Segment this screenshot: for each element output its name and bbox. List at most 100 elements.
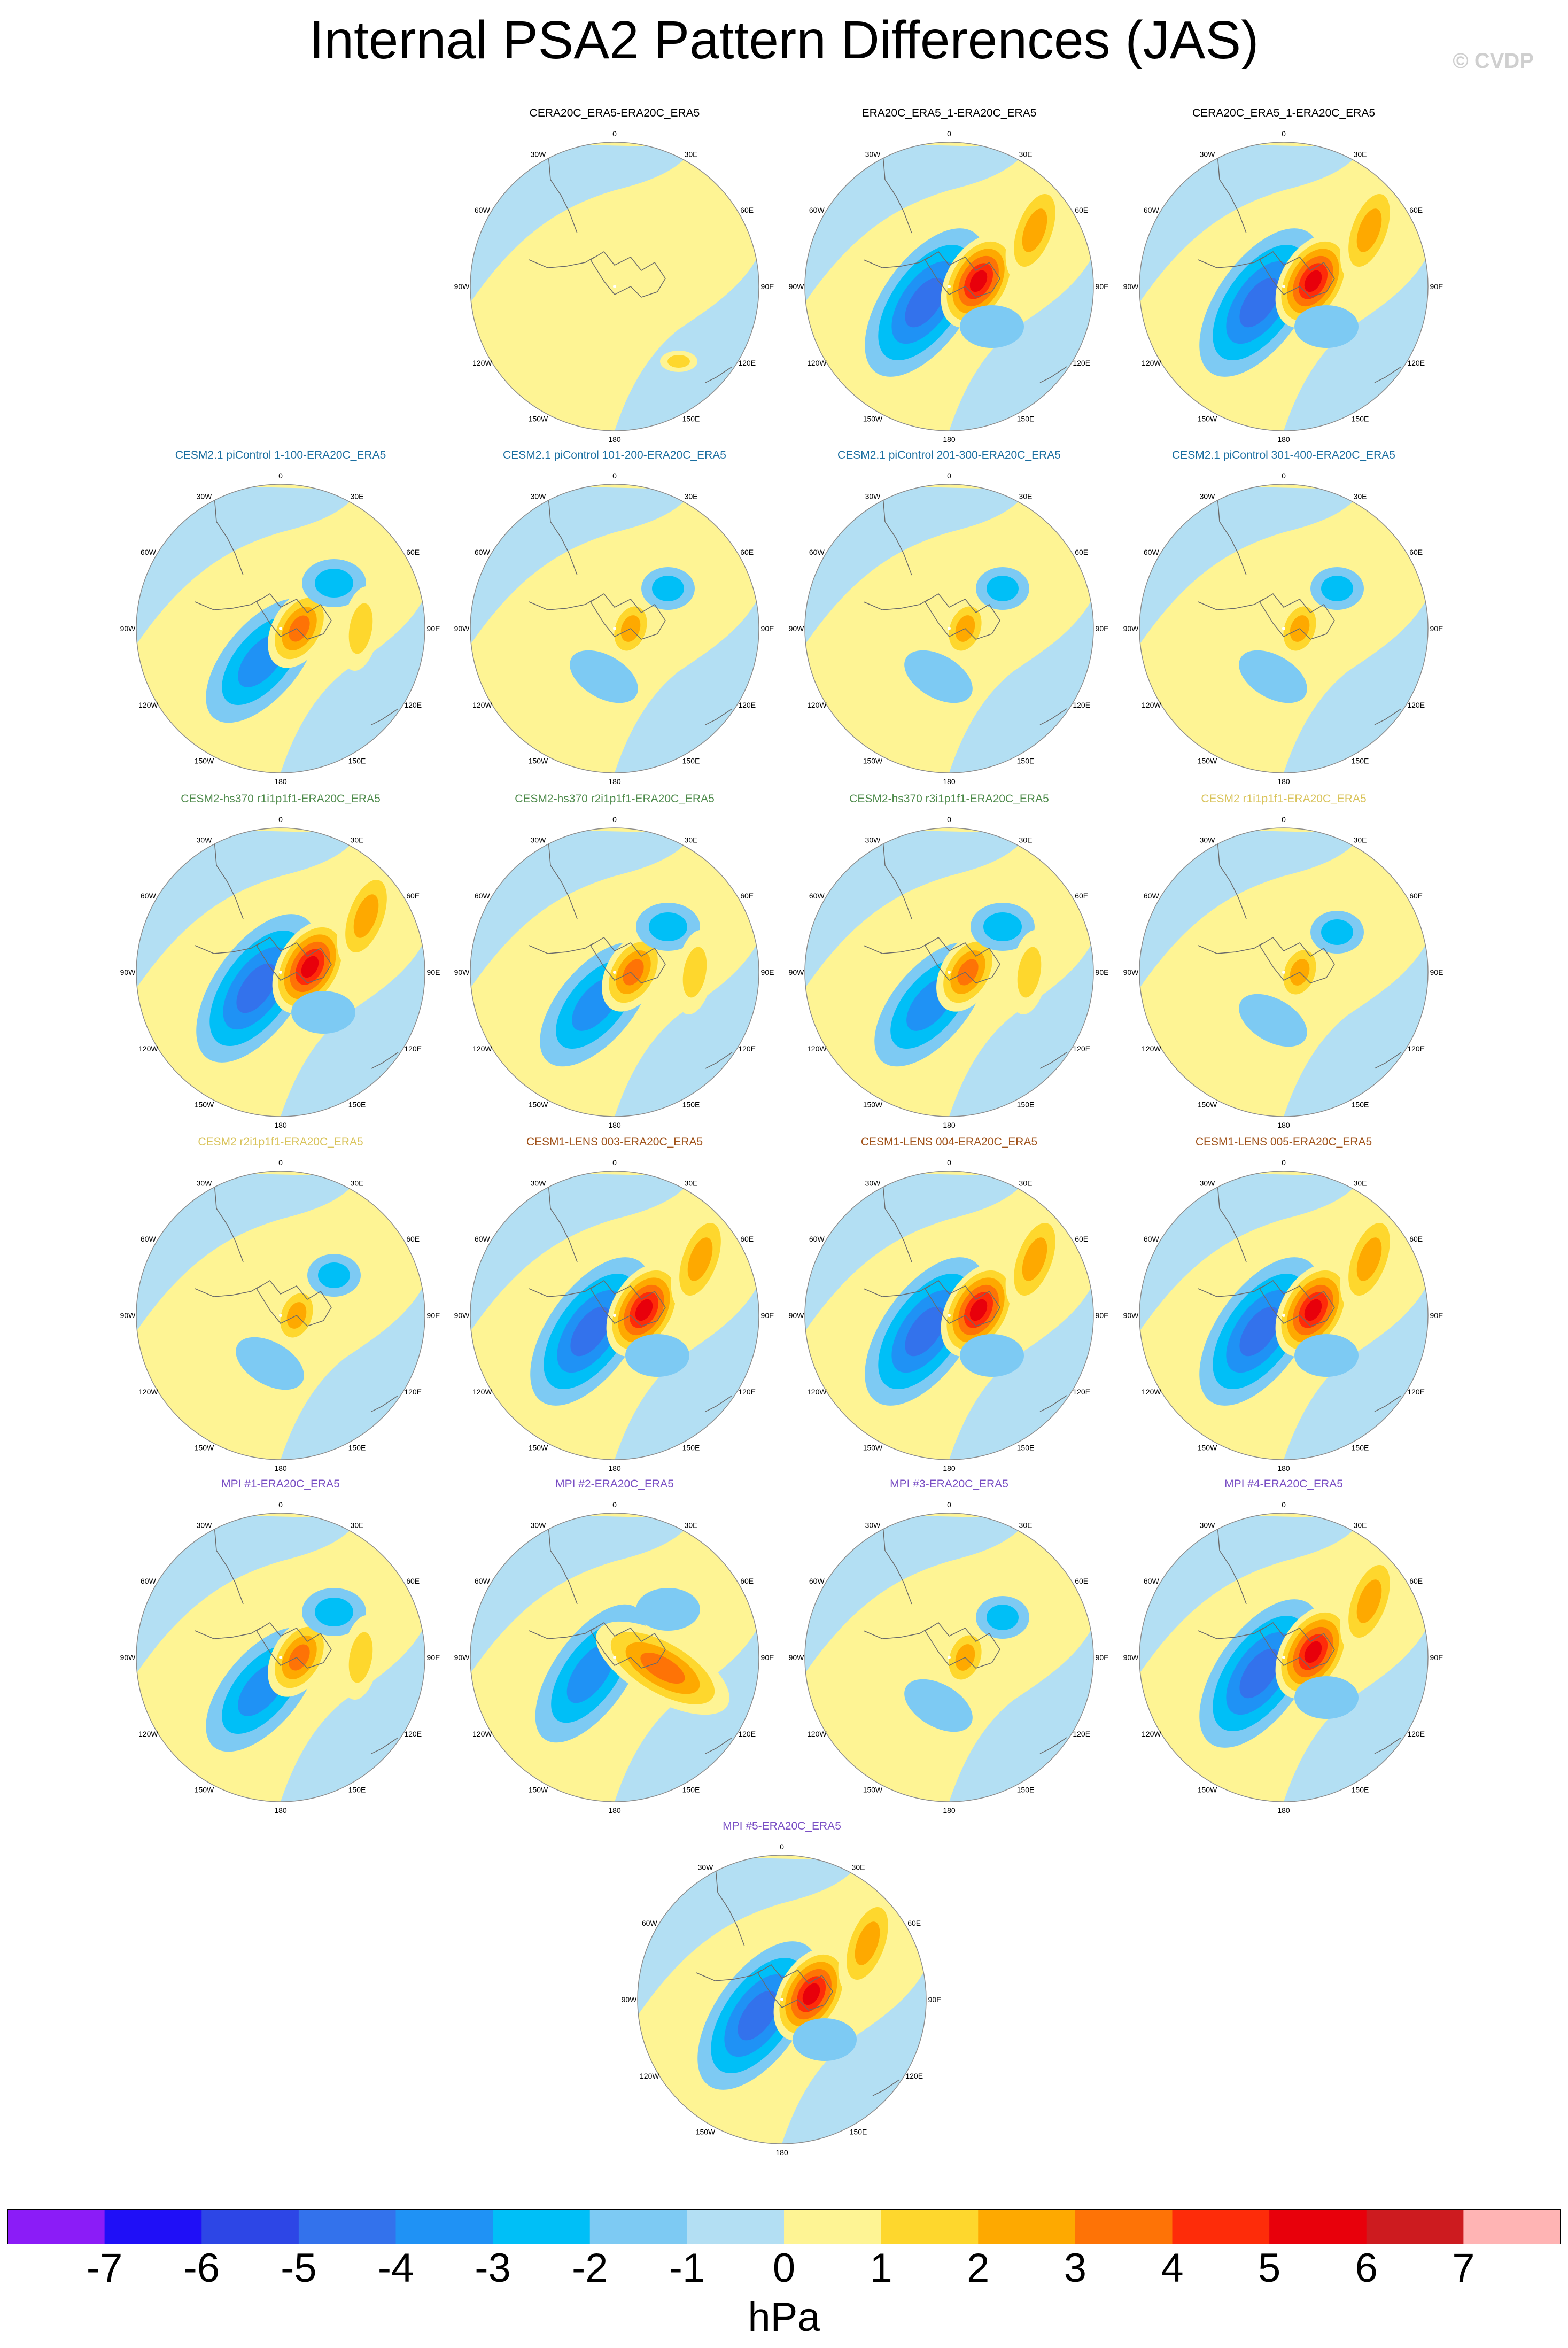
polar-map: 0 30E 60E 90E 120E 150E 180 150W 120W 90W 60W 30W: [789, 815, 1108, 1129]
longitude-label: 60E: [1409, 1577, 1423, 1585]
colorbar-swatch: [1269, 2209, 1367, 2244]
longitude-label: 120E: [738, 701, 756, 709]
map-panel: CERA20C_ERA5-ERA20C_ERA5 0 30E 60E 90E 120E 15…: [454, 107, 775, 444]
longitude-label: 120E: [1407, 1388, 1425, 1396]
longitude-label: 180: [1277, 1806, 1290, 1815]
longitude-label: 30E: [351, 1179, 364, 1187]
australia-coastline: [872, 2079, 900, 2096]
antarctica-coastline: [255, 1280, 332, 1327]
anomaly-contour: [1022, 1237, 1047, 1281]
longitude-label: 120E: [404, 701, 422, 709]
longitude-label: 60E: [1075, 1577, 1088, 1585]
australia-coastline: [1374, 1737, 1402, 1754]
antarctica-coastline: [589, 1622, 666, 1669]
anomaly-region: [1139, 142, 1364, 303]
longitude-label: 90E: [1096, 1653, 1109, 1662]
south-america-coastline: [882, 1176, 912, 1262]
anomaly-region: [805, 484, 1029, 645]
polar-map: 0 30E 60E 90E 120E 150E 180 150W 120W 90W 60W 30W: [789, 1158, 1108, 1473]
anomaly-contour: [315, 569, 353, 598]
anomaly-contour: [1304, 1641, 1322, 1663]
longitude-label: 90W: [1123, 968, 1139, 977]
longitude-label: 90E: [928, 1995, 942, 2004]
longitude-label: 180: [1277, 1464, 1290, 1473]
colorbar-units: hPa: [748, 2295, 820, 2340]
colorbar-tick-label: -2: [572, 2245, 608, 2291]
longitude-label: 30W: [1200, 150, 1216, 158]
anomaly-contour: [969, 1299, 988, 1321]
longitude-label: 0: [947, 815, 951, 824]
anomaly-contour: [682, 947, 707, 998]
colorbar-swatch: [1366, 2209, 1464, 2244]
peninsula-coastline: [195, 1285, 261, 1297]
anomaly-contour: [983, 912, 1022, 941]
map-panel: CESM2-hs370 r2i1p1f1-ERA20C_ERA5 0 30E 60E 9…: [454, 793, 775, 1129]
polar-map: 0 30E 60E 90E 120E 150E 180 150W 120W 90W 60W 30W: [789, 1500, 1109, 1815]
anomaly-contour: [987, 576, 1019, 601]
longitude-label: 120W: [138, 1388, 158, 1396]
longitude-label: 90E: [1430, 1311, 1443, 1320]
longitude-label: 30E: [1354, 1179, 1367, 1187]
longitude-label: 30W: [865, 835, 881, 844]
longitude-label: 90E: [1430, 624, 1443, 633]
pole-marker: [948, 971, 951, 974]
antarctica-coastline: [589, 251, 666, 298]
longitude-label: 150W: [1198, 1786, 1217, 1794]
longitude-label: 90W: [454, 968, 470, 977]
polar-map: 0 30E 60E 90E 120E 150E 180 150W 120W 90W 60W 30W: [1123, 815, 1443, 1129]
longitude-label: 30W: [531, 1179, 547, 1187]
map-boundary: [1139, 1513, 1429, 1802]
anomaly-region: [470, 1513, 695, 1673]
longitude-label: 150E: [1352, 1444, 1369, 1452]
colorbar-swatch: [298, 2209, 397, 2244]
longitude-label: 150E: [682, 757, 700, 765]
pole-marker: [613, 627, 616, 630]
pole-marker: [613, 971, 616, 974]
longitude-label: 60W: [141, 548, 157, 556]
antarctica-coastline: [924, 937, 1000, 983]
longitude-label: 150E: [850, 2128, 867, 2136]
map-panel: CESM2.1 piControl 1-100-ERA20C_ERA5 0 30E 6…: [120, 449, 441, 786]
panel-title: CESM2.1 piControl 301-400-ERA20C_ERA5: [1172, 449, 1395, 461]
longitude-label: 60W: [642, 1919, 658, 1927]
anomaly-region: [1139, 1171, 1364, 1331]
australia-coastline: [1039, 1395, 1067, 1412]
longitude-label: 30E: [685, 1179, 698, 1187]
colorbar-tick-label: 2: [967, 2245, 990, 2291]
longitude-label: 60E: [907, 1919, 921, 1927]
map-panel: ERA20C_ERA5_1-ERA20C_ERA5 0 30E 60E 90E 120E 1…: [789, 107, 1109, 444]
anomaly-contour: [348, 603, 373, 654]
longitude-label: 60E: [740, 1577, 754, 1585]
anomaly-contour: [236, 1337, 304, 1390]
longitude-label: 120E: [1407, 1044, 1425, 1053]
longitude-label: 0: [278, 815, 283, 824]
longitude-label: 30E: [351, 1521, 364, 1529]
longitude-label: 120E: [404, 1388, 422, 1396]
panel-title: CESM2-hs370 r1i1p1f1-ERA20C_ERA5: [181, 793, 381, 805]
anomaly-contour: [301, 956, 319, 978]
longitude-label: 90E: [761, 968, 774, 977]
longitude-label: 90E: [427, 968, 440, 977]
anomaly-contour: [289, 615, 310, 642]
peninsula-coastline: [1198, 599, 1264, 610]
pole-marker: [1282, 1656, 1285, 1659]
peninsula-coastline: [529, 942, 595, 954]
longitude-label: 120E: [1073, 1730, 1090, 1738]
longitude-label: 150W: [195, 757, 214, 765]
anomaly-contour: [566, 1644, 615, 1703]
longitude-label: 60E: [406, 548, 420, 556]
longitude-label: 30E: [1354, 1521, 1367, 1529]
australia-coastline: [1374, 366, 1402, 383]
polar-map: 0 30E 60E 90E 120E 150E 180 150W 120W 90W 60W 30W: [120, 815, 440, 1129]
longitude-label: 30E: [1019, 150, 1033, 158]
longitude-label: 90W: [789, 1311, 804, 1320]
anomaly-contour: [1321, 919, 1353, 945]
polar-map: 0 30E 60E 90E 120E 150E 180 150W 120W 90W 60W 30W: [1123, 471, 1443, 786]
longitude-label: 120W: [1142, 359, 1161, 367]
longitude-label: 60E: [406, 892, 420, 900]
longitude-label: 60E: [1075, 206, 1088, 214]
longitude-label: 150W: [529, 757, 548, 765]
colorbar-swatch: [104, 2209, 202, 2244]
longitude-label: 0: [612, 471, 617, 480]
map-boundary: [136, 1171, 425, 1460]
